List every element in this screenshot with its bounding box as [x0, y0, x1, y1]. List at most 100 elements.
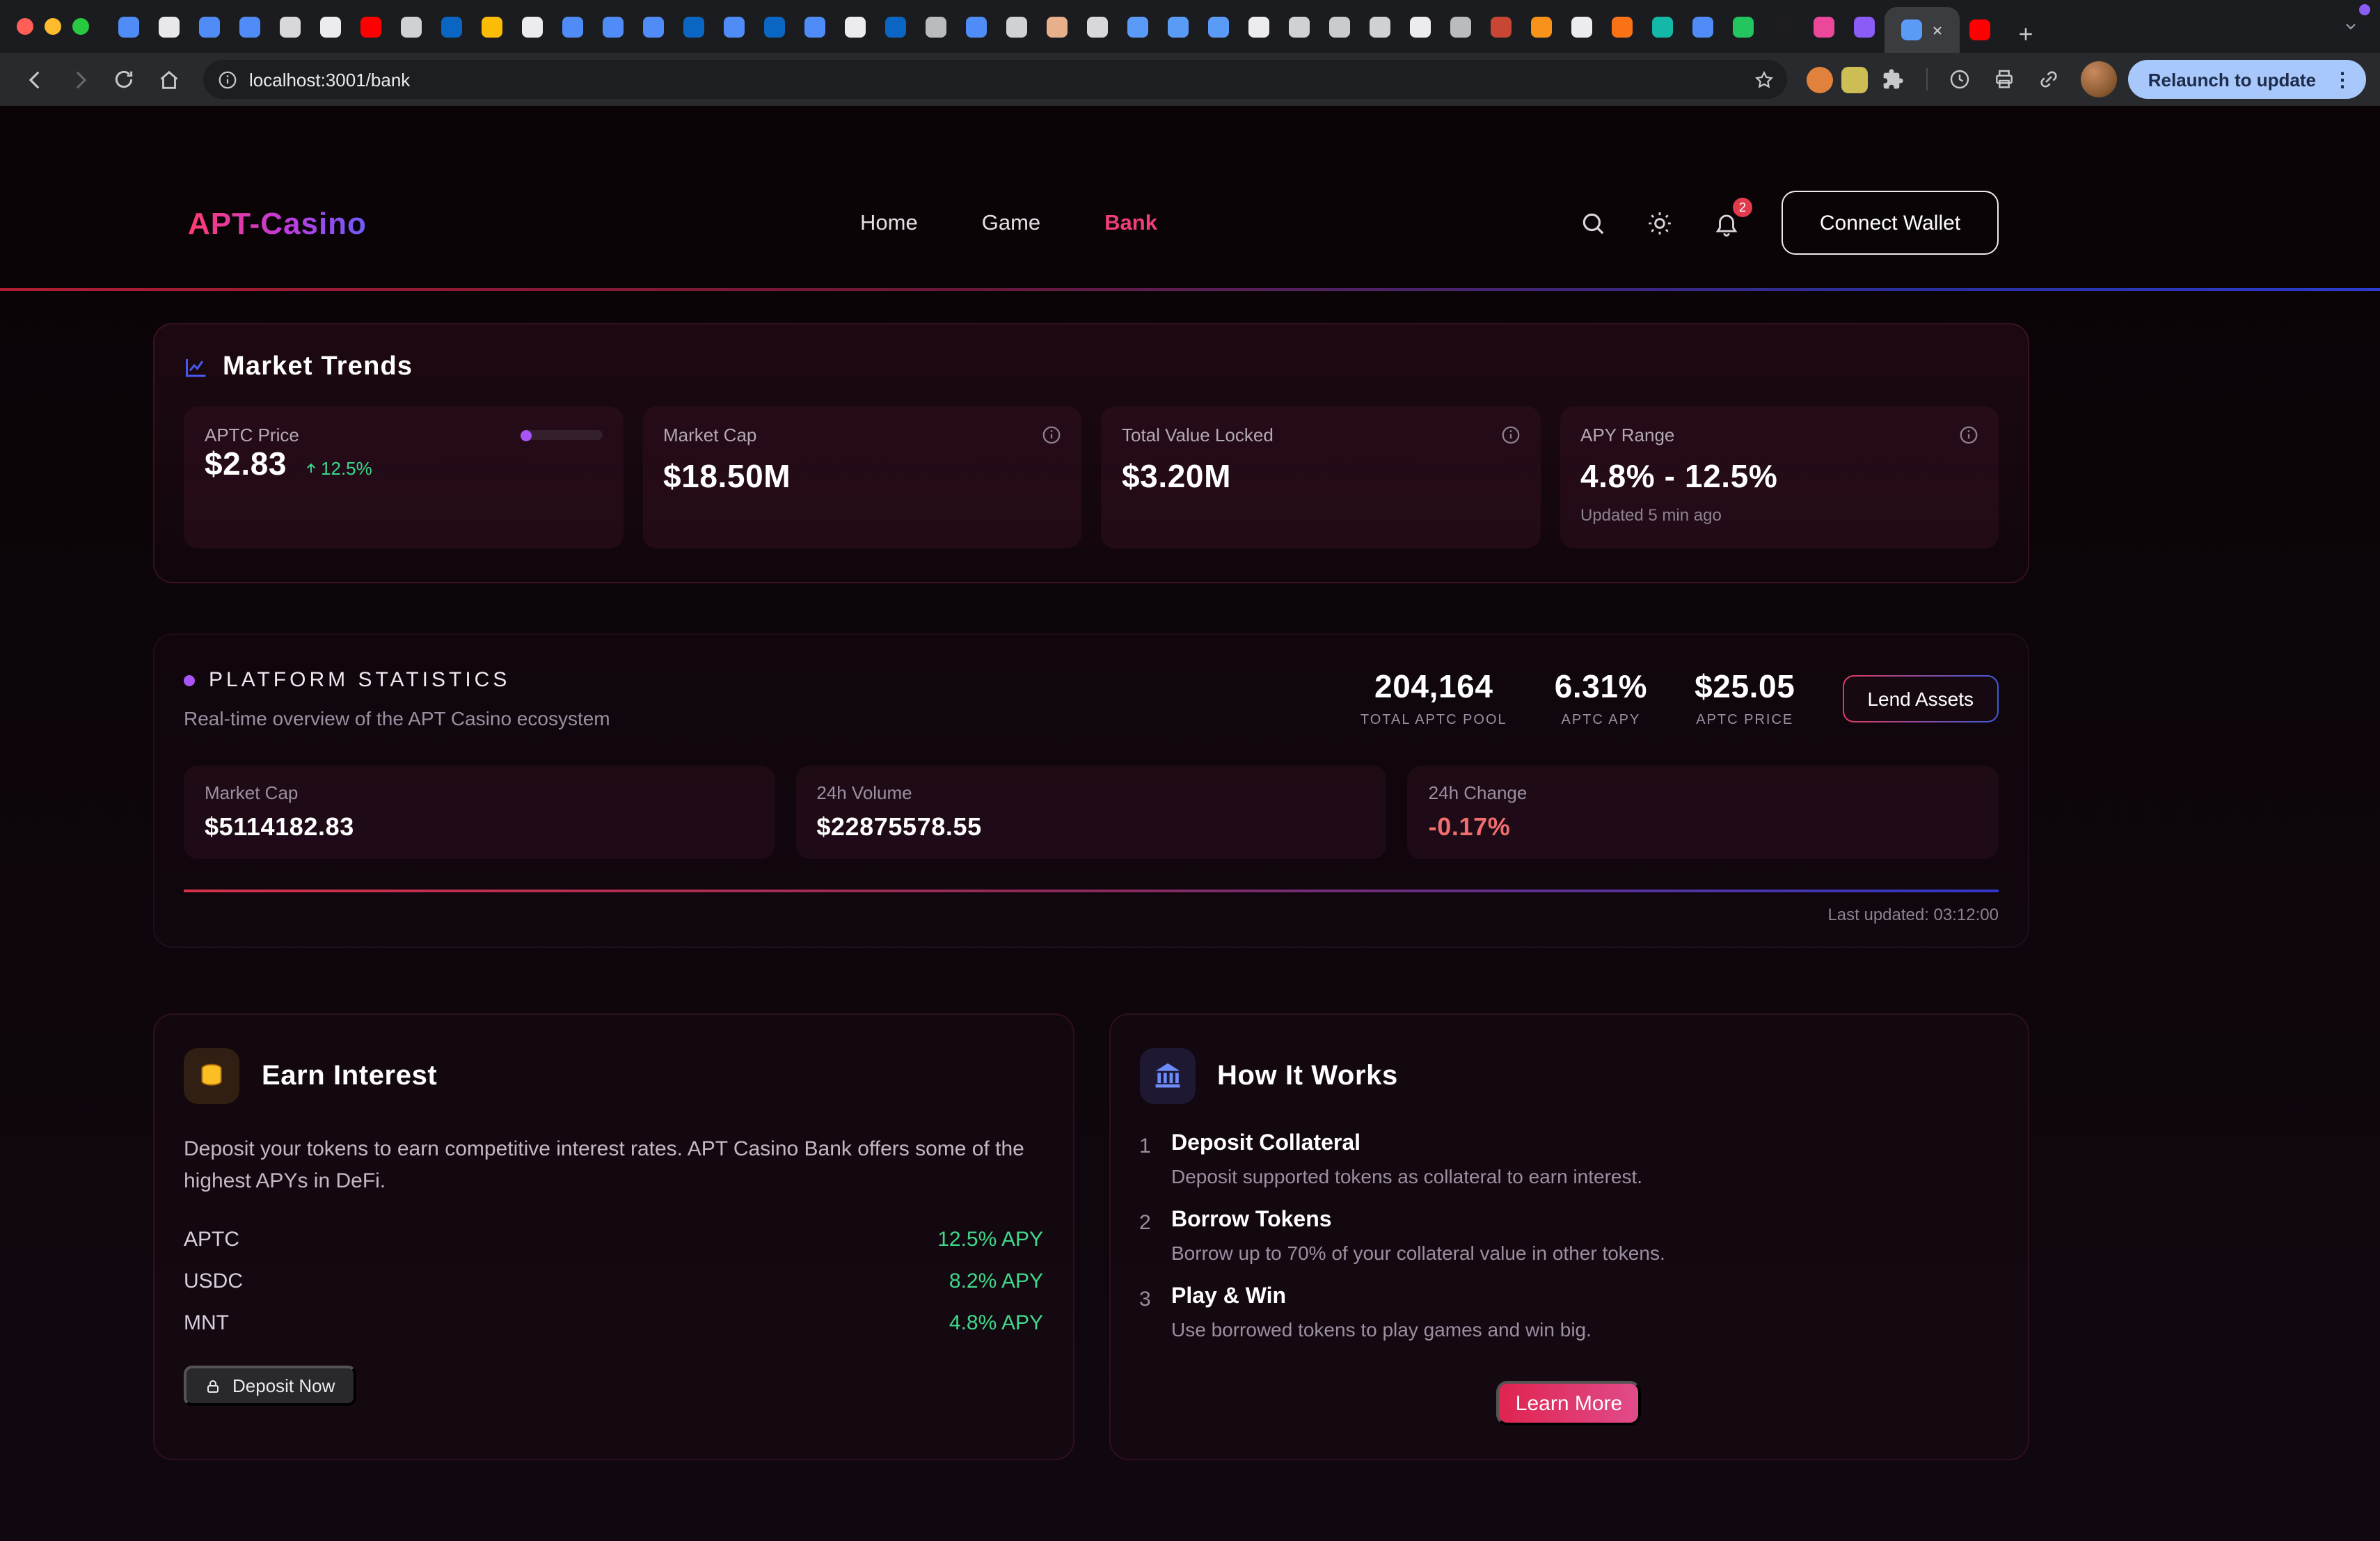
info-icon[interactable] [1500, 425, 1521, 445]
deposit-now-button[interactable]: Deposit Now [184, 1366, 356, 1406]
browser-tab[interactable] [1960, 6, 2000, 53]
browser-tab[interactable] [674, 3, 714, 50]
back-button[interactable] [14, 58, 56, 100]
browser-tab[interactable] [1198, 3, 1239, 50]
browser-tab[interactable] [1441, 3, 1481, 50]
tab-favicon [1087, 16, 1108, 37]
page-bank: APT-Casino Home Game Bank 2 Connect Wall… [0, 106, 2380, 1541]
info-icon[interactable] [1041, 425, 1062, 445]
extension-icon[interactable] [1841, 66, 1869, 93]
browser-tab[interactable] [351, 3, 391, 50]
link-icon[interactable] [2029, 58, 2070, 100]
info-icon[interactable] [1958, 425, 1979, 445]
nav-game[interactable]: Game [981, 212, 1041, 235]
notifications-bell-icon[interactable]: 2 [1709, 198, 1752, 239]
site-header: APT-Casino Home Game Bank 2 Connect Wall… [0, 106, 2380, 291]
browser-tab[interactable] [149, 3, 189, 50]
browser-tab[interactable] [270, 3, 310, 50]
browser-tab[interactable] [1279, 3, 1319, 50]
history-icon[interactable] [1939, 58, 1981, 100]
browser-tab[interactable] [997, 3, 1037, 50]
extensions-puzzle-icon[interactable] [1877, 63, 1910, 96]
browser-tab[interactable] [1844, 3, 1885, 50]
browser-tab[interactable] [956, 3, 997, 50]
browser-tab[interactable] [875, 3, 916, 50]
stat-change: 12.5% [321, 458, 372, 479]
connect-wallet-button[interactable]: Connect Wallet [1782, 191, 1999, 255]
browser-tab[interactable] [593, 3, 633, 50]
rate-row: MNT 4.8% APY [184, 1302, 1043, 1343]
home-button[interactable] [148, 58, 189, 100]
how-it-works-card: How It Works 1 Deposit Collateral Deposi… [1109, 1013, 2029, 1460]
search-icon[interactable] [1576, 206, 1609, 239]
bookmark-star-icon[interactable] [1746, 61, 1782, 97]
window-controls [0, 0, 109, 53]
print-icon[interactable] [1984, 58, 2026, 100]
browser-tab[interactable] [1400, 3, 1441, 50]
browser-tab[interactable] [431, 3, 472, 50]
browser-tab[interactable] [472, 3, 512, 50]
new-tab-button[interactable] [2006, 14, 2045, 53]
site-logo[interactable]: APT-Casino [188, 206, 367, 241]
browser-tab[interactable] [714, 3, 754, 50]
browser-tab[interactable] [189, 3, 230, 50]
active-browser-tab[interactable] [1885, 7, 1960, 53]
extension-icon[interactable] [1807, 66, 1834, 93]
stat-card-market-cap: Market Cap $18.50M [642, 406, 1081, 548]
learn-more-button[interactable]: Learn More [1496, 1381, 1642, 1425]
forward-button[interactable] [58, 58, 100, 100]
browser-tab[interactable] [633, 3, 674, 50]
browser-tab[interactable] [1037, 3, 1077, 50]
browser-tab[interactable] [1642, 3, 1683, 50]
browser-tab[interactable] [1804, 3, 1844, 50]
tab-favicon [1127, 16, 1148, 37]
browser-tab[interactable] [310, 3, 351, 50]
browser-tab[interactable] [835, 3, 875, 50]
relaunch-to-update-button[interactable]: Relaunch to update ⋮ [2128, 60, 2366, 99]
main-nav: Home Game Bank [860, 212, 1157, 237]
step-number: 2 [1139, 1211, 1151, 1235]
url-text[interactable]: localhost:3001/bank [249, 69, 411, 90]
close-window-button[interactable] [17, 18, 33, 35]
nav-home[interactable]: Home [860, 212, 918, 235]
lend-assets-button[interactable]: Lend Assets [1842, 674, 1999, 722]
minimize-window-button[interactable] [45, 18, 61, 35]
browser-tab[interactable] [553, 3, 593, 50]
browser-tab[interactable] [916, 3, 956, 50]
site-info-icon[interactable] [217, 69, 238, 90]
tab-favicon [643, 16, 664, 37]
stat-value: $3.20M [1122, 458, 1232, 494]
tab-favicon [683, 16, 704, 37]
browser-tab[interactable] [1562, 3, 1602, 50]
browser-tab[interactable] [1683, 3, 1723, 50]
browser-tab[interactable] [230, 3, 270, 50]
browser-tab[interactable] [1481, 3, 1521, 50]
reload-button[interactable] [103, 58, 145, 100]
browser-tab[interactable] [1723, 3, 1763, 50]
browser-tab[interactable] [795, 3, 835, 50]
browser-tab[interactable] [1118, 3, 1158, 50]
token-apy: 12.5% APY [937, 1227, 1043, 1251]
browser-tab[interactable] [1239, 3, 1279, 50]
browser-tab[interactable] [754, 3, 795, 50]
browser-tab[interactable] [1077, 3, 1118, 50]
theme-sun-icon[interactable] [1642, 206, 1676, 239]
browser-tab[interactable] [109, 3, 149, 50]
token-name: USDC [184, 1269, 244, 1293]
browser-tab[interactable] [1521, 3, 1562, 50]
close-tab-icon[interactable] [1930, 23, 1944, 37]
browser-tab[interactable] [1763, 3, 1804, 50]
profile-avatar[interactable] [2081, 61, 2118, 97]
trend-up-icon [306, 463, 315, 473]
tab-search-chevron-icon[interactable] [2335, 11, 2366, 42]
browser-tab[interactable] [1319, 3, 1360, 50]
maximize-window-button[interactable] [72, 18, 89, 35]
browser-tab[interactable] [1158, 3, 1198, 50]
browser-tab[interactable] [512, 3, 553, 50]
browser-tab[interactable] [391, 3, 431, 50]
browser-tab[interactable] [1360, 3, 1400, 50]
address-bar[interactable]: localhost:3001/bank [203, 60, 1788, 99]
browser-tab[interactable] [1602, 3, 1642, 50]
nav-bank[interactable]: Bank [1104, 212, 1157, 235]
browser-menu-icon[interactable]: ⋮ [2333, 68, 2352, 90]
